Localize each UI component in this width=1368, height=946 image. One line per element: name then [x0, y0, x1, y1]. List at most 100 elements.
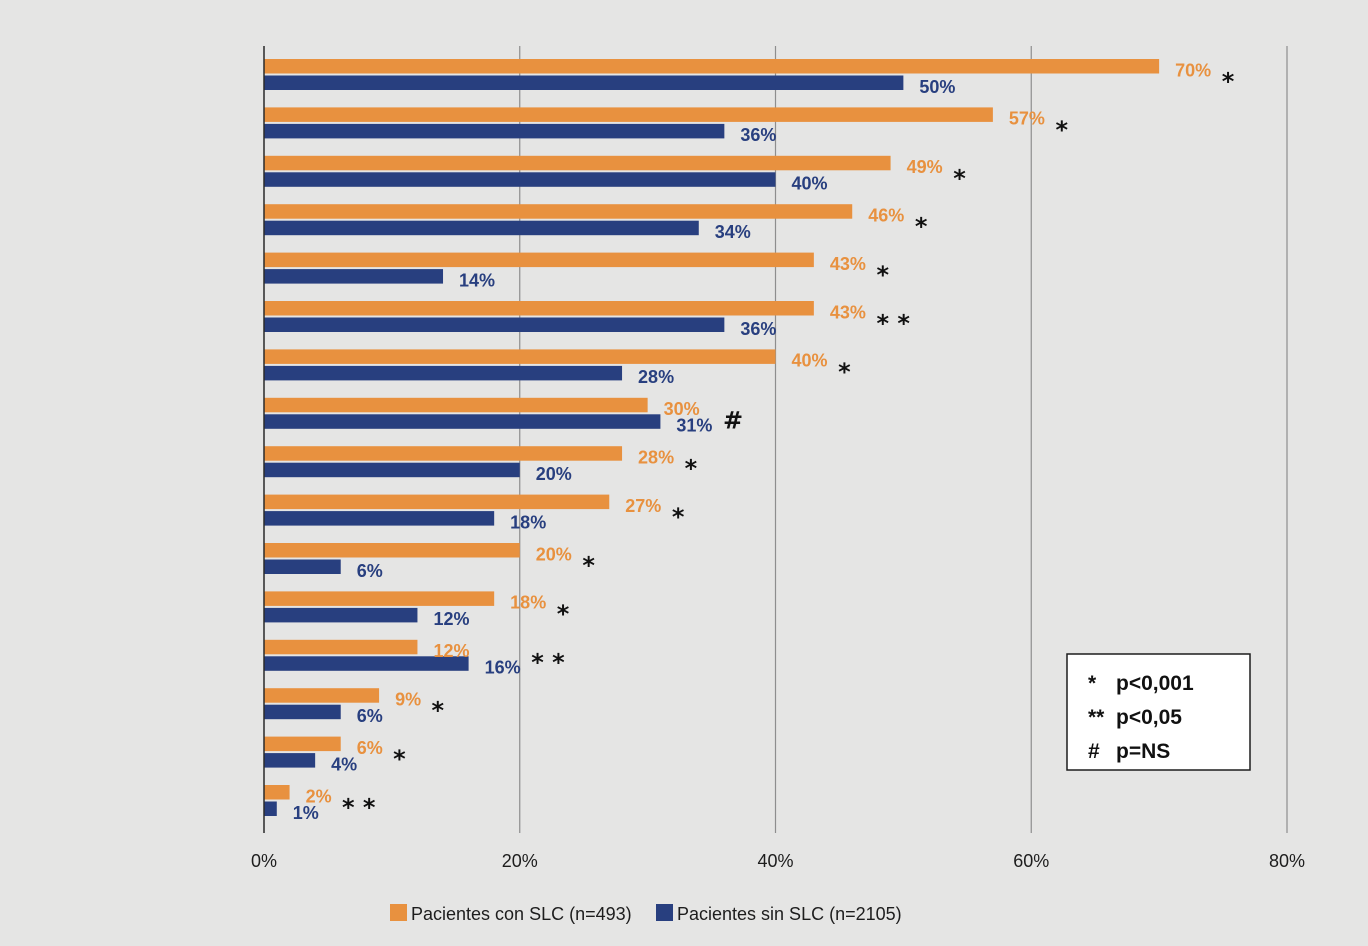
data-labels: 70% 50% 57% 36% 49% 40% 46% 34% 43% 14% 43% 36% 40% 2…	[293, 60, 1211, 823]
data-label-con-slc: 12%	[433, 641, 469, 661]
bar-sin-slc	[264, 753, 316, 768]
x-tick-label: 60%	[1013, 851, 1049, 871]
data-label-sin-slc: 16%	[485, 658, 521, 678]
legend-entry: Pacientes sin SLC (n=2105)	[677, 904, 902, 924]
data-label-sin-slc: 28%	[638, 367, 674, 387]
bar-con-slc	[264, 591, 495, 606]
legend-entry: Pacientes con SLC (n=493)	[411, 904, 632, 924]
data-label-sin-slc: 20%	[536, 464, 572, 484]
bar-sin-slc	[264, 220, 699, 236]
legend: Pacientes con SLC (n=493) Pacientes sin S…	[390, 904, 902, 924]
data-label-sin-slc: 14%	[459, 270, 495, 290]
bar-sin-slc	[264, 462, 520, 478]
significance-mark: *	[1222, 68, 1235, 96]
bar-con-slc	[264, 688, 380, 703]
significance-mark: *	[393, 745, 406, 773]
significance-mark: *	[876, 261, 889, 289]
data-label-sin-slc: 40%	[792, 174, 828, 194]
bar-con-slc	[264, 252, 814, 268]
data-label-con-slc: 18%	[510, 593, 546, 613]
bar-sin-slc	[264, 317, 725, 332]
bar-sin-slc	[264, 269, 444, 284]
bar-con-slc	[264, 349, 776, 364]
data-label-sin-slc: 31%	[676, 416, 712, 436]
data-label-sin-slc: 6%	[357, 706, 383, 726]
bar-sin-slc	[264, 801, 277, 816]
data-label-con-slc: 40%	[792, 351, 828, 371]
data-label-sin-slc: 12%	[433, 609, 469, 629]
significance-mark: *	[1055, 116, 1068, 144]
bar-sin-slc	[264, 511, 495, 526]
bar-con-slc	[264, 736, 341, 752]
significance-mark: #	[723, 406, 743, 434]
bar-sin-slc	[264, 414, 661, 429]
significance-marks: ****** **#***** **** *	[342, 68, 1235, 822]
bar-sin-slc	[264, 365, 623, 381]
significance-mark: *	[915, 213, 928, 241]
data-label-sin-slc: 1%	[293, 803, 319, 823]
significance-mark: *	[685, 455, 698, 483]
bar-con-slc	[264, 494, 610, 510]
data-label-sin-slc: 36%	[740, 125, 776, 145]
significance-mark: * *	[876, 310, 910, 338]
x-tick-label: 20%	[502, 851, 538, 871]
bar-con-slc	[264, 59, 1160, 74]
bar-con-slc	[264, 107, 993, 122]
data-label-con-slc: 49%	[907, 157, 943, 177]
significance-legend-text: p=NS	[1116, 740, 1170, 763]
bar-con-slc	[264, 543, 520, 558]
data-label-con-slc: 43%	[830, 254, 866, 274]
significance-mark: *	[557, 600, 570, 628]
data-label-con-slc: 9%	[395, 689, 421, 709]
data-label-con-slc: 20%	[536, 544, 572, 564]
significance-legend-symbol: **	[1088, 706, 1105, 729]
significance-mark: *	[582, 552, 595, 580]
bar-sin-slc	[264, 607, 418, 623]
bar-con-slc	[264, 155, 891, 171]
data-label-con-slc: 2%	[306, 786, 332, 806]
x-tick-label: 80%	[1269, 851, 1305, 871]
significance-legend: * p<0,001 ** p<0,05 # p=NS	[1066, 653, 1251, 771]
data-label-con-slc: 30%	[664, 399, 700, 419]
axes: 0% 20% 40% 60% 80%	[251, 46, 1305, 871]
data-label-con-slc: 27%	[625, 496, 661, 516]
bar-sin-slc	[264, 656, 469, 671]
data-label-con-slc: 28%	[638, 447, 674, 467]
significance-legend-text: p<0,001	[1116, 672, 1194, 695]
x-tick-label: 0%	[251, 851, 277, 871]
significance-legend-symbol: #	[1088, 740, 1100, 763]
data-label-con-slc: 6%	[357, 738, 383, 758]
bar-sin-slc	[264, 559, 341, 574]
data-label-sin-slc: 36%	[740, 319, 776, 339]
bar-con-slc	[264, 446, 623, 461]
data-label-con-slc: 43%	[830, 302, 866, 322]
legend-swatch	[390, 904, 407, 921]
bar-con-slc	[264, 785, 290, 800]
bar-sin-slc	[264, 704, 341, 720]
data-label-sin-slc: 4%	[331, 754, 357, 774]
significance-mark: * *	[531, 648, 565, 676]
data-label-sin-slc: 6%	[357, 561, 383, 581]
bar-con-slc	[264, 397, 648, 413]
significance-mark: *	[953, 164, 966, 192]
significance-legend-symbol: *	[1088, 672, 1097, 695]
bars	[264, 59, 1160, 816]
x-tick-label: 40%	[757, 851, 793, 871]
data-label-sin-slc: 34%	[715, 222, 751, 242]
data-label-con-slc: 46%	[868, 205, 904, 225]
legend-swatch	[656, 904, 673, 921]
bar-sin-slc	[264, 75, 904, 90]
bar-con-slc	[264, 301, 814, 316]
bar-sin-slc	[264, 172, 776, 187]
significance-legend-box	[1066, 653, 1251, 771]
data-label-sin-slc: 18%	[510, 512, 546, 532]
significance-mark: *	[672, 503, 685, 531]
data-label-con-slc: 70%	[1175, 60, 1211, 80]
significance-mark: * *	[342, 794, 376, 822]
data-label-sin-slc: 50%	[919, 77, 955, 97]
significance-mark: *	[838, 358, 851, 386]
bar-con-slc	[264, 639, 418, 655]
significance-mark: *	[431, 697, 444, 725]
bar-con-slc	[264, 204, 853, 219]
